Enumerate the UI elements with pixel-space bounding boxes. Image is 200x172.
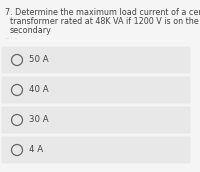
Text: 30 A: 30 A	[29, 116, 49, 125]
Text: 50 A: 50 A	[29, 56, 49, 64]
Text: 40 A: 40 A	[29, 85, 49, 94]
FancyBboxPatch shape	[2, 77, 190, 104]
Text: transformer rated at 48K VA if 1200 V is on the: transformer rated at 48K VA if 1200 V is…	[10, 17, 199, 26]
Text: ... . ..: ... . ..	[5, 35, 17, 40]
Text: 4 A: 4 A	[29, 146, 43, 154]
Text: secondary: secondary	[10, 26, 52, 35]
FancyBboxPatch shape	[2, 46, 190, 73]
Text: 7. Determine the maximum load current of a certain: 7. Determine the maximum load current of…	[5, 8, 200, 17]
FancyBboxPatch shape	[2, 106, 190, 133]
FancyBboxPatch shape	[2, 137, 190, 164]
